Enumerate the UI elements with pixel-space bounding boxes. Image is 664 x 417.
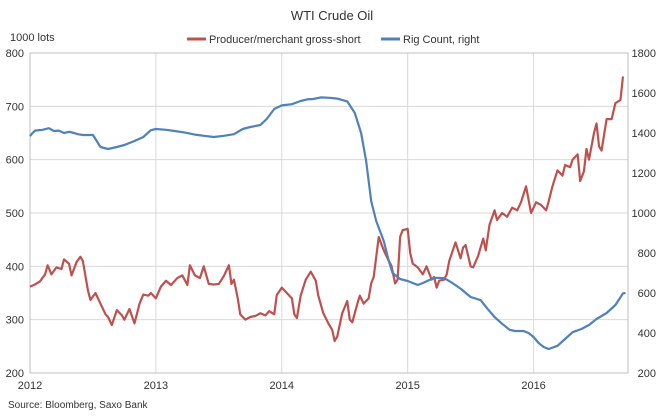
y-right-tick-label: 1800 bbox=[632, 48, 656, 60]
series-layer bbox=[29, 76, 626, 351]
y-left-tick-label: 800 bbox=[6, 48, 24, 60]
series-line-rig-count bbox=[29, 96, 626, 351]
legend: Producer/merchant gross-short Rig Count,… bbox=[187, 34, 479, 46]
x-tick-label: 2012 bbox=[18, 380, 42, 392]
y-left-tick-label: 400 bbox=[6, 261, 24, 273]
y-right-tick-label: 800 bbox=[638, 248, 656, 260]
legend-label-producer: Producer/merchant gross-short bbox=[209, 34, 361, 46]
y-left-tick-label: 700 bbox=[6, 101, 24, 113]
legend-label-rig-count: Rig Count, right bbox=[403, 34, 479, 46]
y-left-tick-label: 600 bbox=[6, 155, 24, 167]
y-right-tick-label: 1200 bbox=[632, 168, 656, 180]
y-left-tick-label: 200 bbox=[6, 368, 24, 380]
y-right-tick-label: 200 bbox=[638, 368, 656, 380]
tick-labels: 200 300 400 500 600 700 800 200 400 600 800 1000 120… bbox=[6, 48, 656, 392]
x-tick-label: 2014 bbox=[270, 380, 294, 392]
x-tick-label: 2013 bbox=[144, 380, 168, 392]
y-left-tick-label: 500 bbox=[6, 208, 24, 220]
chart-title: WTI Crude Oil bbox=[291, 8, 373, 23]
y-right-tick-label: 1400 bbox=[632, 128, 656, 140]
x-tick-label: 2016 bbox=[521, 380, 545, 392]
gridlines bbox=[30, 53, 628, 373]
y-right-tick-label: 1600 bbox=[632, 88, 656, 100]
y-left-tick-label: 300 bbox=[6, 315, 24, 327]
y-right-tick-label: 400 bbox=[638, 328, 656, 340]
plot-frame bbox=[29, 52, 629, 374]
source-note: Source: Bloomberg, Saxo Bank bbox=[8, 400, 149, 411]
y-right-tick-label: 1000 bbox=[632, 208, 656, 220]
series-line-producer-merchant-gross-short bbox=[29, 76, 625, 343]
y-right-tick-label: 600 bbox=[638, 288, 656, 300]
left-axis-unit-label: 1000 lots bbox=[10, 32, 55, 44]
x-tick-label: 2015 bbox=[395, 380, 419, 392]
